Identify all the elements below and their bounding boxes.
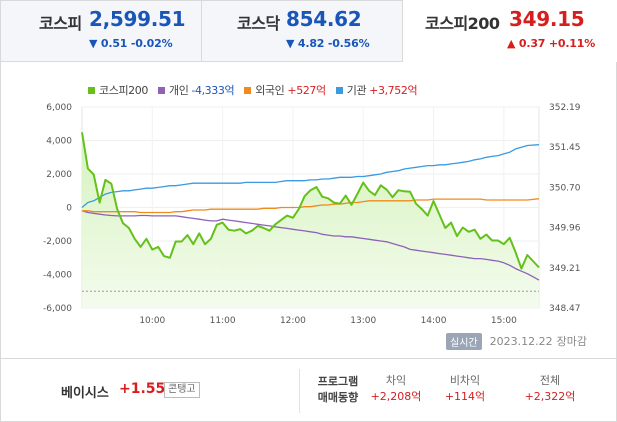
right-tick-label: 349.21: [549, 264, 581, 274]
basis-label: 베이시스: [61, 386, 109, 401]
time-tick-label: 10:00: [139, 316, 165, 326]
tab-kosdaq-change: ▼ 4.82 -0.56%: [286, 37, 370, 50]
legend-value: +3,752억: [369, 84, 418, 97]
index-tabs: 코스피 2,599.51 ▼ 0.51 -0.02% 코스닥 854.62 ▼ …: [0, 0, 617, 62]
legend-label: 기관: [346, 84, 367, 97]
tab-kospi200-name: 코스피200: [425, 14, 500, 33]
legend-label: 외국인: [255, 84, 285, 97]
legend-value: -4,333억: [191, 84, 235, 97]
time-axis: 10:00 11:00 12:00 13:00 14:00 15:00: [139, 316, 517, 326]
intraday-chart: 6,000 4,000 2,000 0 -2,000 -4,000 -6,000 352.1…: [43, 103, 581, 326]
tab-kosdaq-value: 854.62: [286, 7, 362, 31]
left-tick-label: 6,000: [46, 103, 72, 113]
legend-swatch-institution: [335, 86, 343, 94]
tab-kospi-value: 2,599.51: [89, 7, 186, 31]
time-tick-label: 13:00: [350, 316, 376, 326]
legend-item-institution: 기관 +3,752억: [335, 82, 418, 98]
time-tick-label: 11:00: [210, 316, 236, 326]
tab-kospi-change: ▼ 0.51 -0.02%: [89, 37, 173, 50]
basis-value: +1.55: [119, 381, 166, 397]
legend-swatch-foreign: [244, 86, 252, 94]
legend-label: 코스피200: [99, 84, 148, 97]
right-tick-label: 351.45: [549, 143, 581, 153]
left-tick-label: -6,000: [43, 304, 72, 314]
series-lines: [81, 132, 540, 281]
right-tick-label: 349.96: [549, 224, 581, 234]
legend-item-foreign: 외국인 +527억: [244, 82, 326, 98]
left-tick-label: -2,000: [43, 237, 72, 247]
tab-kospi200-change: ▲ 0.37 +0.11%: [507, 37, 596, 50]
kospi200-fill: [82, 132, 539, 308]
market-session: 장마감: [556, 335, 587, 348]
legend-swatch-individual: [157, 86, 165, 94]
kospi200-area: [82, 132, 539, 308]
right-tick-label: 350.70: [549, 183, 581, 193]
time-tick-label: 14:00: [421, 316, 447, 326]
right-axis: 352.19 351.45 350.70 349.96 349.21 348.47: [549, 103, 581, 314]
series-line-기관: [81, 144, 540, 208]
program-label-line2: 매매동향: [317, 391, 359, 404]
legend-item-individual: 개인 -4,333억: [157, 82, 235, 98]
arbitrage-value: +2,208억: [370, 390, 422, 403]
non-arbitrage-value: +114억: [444, 390, 486, 403]
tab-kospi[interactable]: 코스피 2,599.51 ▼ 0.51 -0.02%: [0, 0, 202, 62]
arbitrage-head: 차익: [385, 374, 407, 387]
right-tick-label: 348.47: [549, 304, 581, 314]
time-tick-label: 12:00: [280, 316, 306, 326]
arbitrage-column: 차익 +2,208억: [356, 373, 436, 405]
series-line-kospi200: [81, 132, 540, 270]
contango-badge: 콘탱고: [164, 382, 200, 398]
series-line-개인: [81, 210, 540, 281]
program-label-line1: 프로그램: [317, 375, 359, 388]
legend-item-kospi200: 코스피200: [88, 82, 148, 98]
total-column: 전체 +2,322억: [510, 373, 590, 405]
series-line-외국인: [82, 198, 540, 214]
tab-kospi200-value: 349.15: [509, 7, 585, 31]
summary-bar: 베이시스 +1.55 콘탱고 프로그램 매매동향 차익 +2,208억 비차익 …: [0, 358, 617, 422]
left-tick-label: 2,000: [46, 170, 72, 180]
tab-kospi200[interactable]: 코스피200 349.15 ▲ 0.37 +0.11%: [403, 0, 617, 62]
status-date: 2023.12.22: [489, 334, 553, 348]
time-tick-label: 15:00: [491, 316, 517, 326]
left-tick-label: 0: [66, 204, 72, 214]
divider: [299, 369, 300, 413]
total-value: +2,322억: [524, 390, 576, 403]
left-axis: 6,000 4,000 2,000 0 -2,000 -4,000 -6,000: [43, 103, 72, 314]
tab-kosdaq-name: 코스닥: [237, 14, 280, 33]
chart-status: 실시간 2023.12.22 장마감: [446, 332, 587, 350]
program-trading-label: 프로그램 매매동향: [309, 374, 367, 406]
legend-swatch-kospi200: [88, 86, 95, 94]
tab-kospi-name: 코스피: [39, 14, 82, 33]
chart-legend: 코스피200 개인 -4,333억 외국인 +527억 기관 +3,752억: [88, 82, 427, 98]
legend-label: 개인: [168, 84, 189, 97]
tab-kosdaq[interactable]: 코스닥 854.62 ▼ 4.82 -0.56%: [202, 0, 403, 62]
total-head: 전체: [539, 374, 561, 387]
legend-value: +527억: [287, 84, 326, 97]
realtime-badge: 실시간: [446, 332, 482, 350]
right-tick-label: 352.19: [549, 103, 581, 113]
non-arbitrage-column: 비차익 +114억: [425, 373, 505, 405]
non-arbitrage-head: 비차익: [449, 374, 481, 387]
left-tick-label: -4,000: [43, 271, 72, 281]
left-tick-label: 4,000: [46, 137, 72, 147]
